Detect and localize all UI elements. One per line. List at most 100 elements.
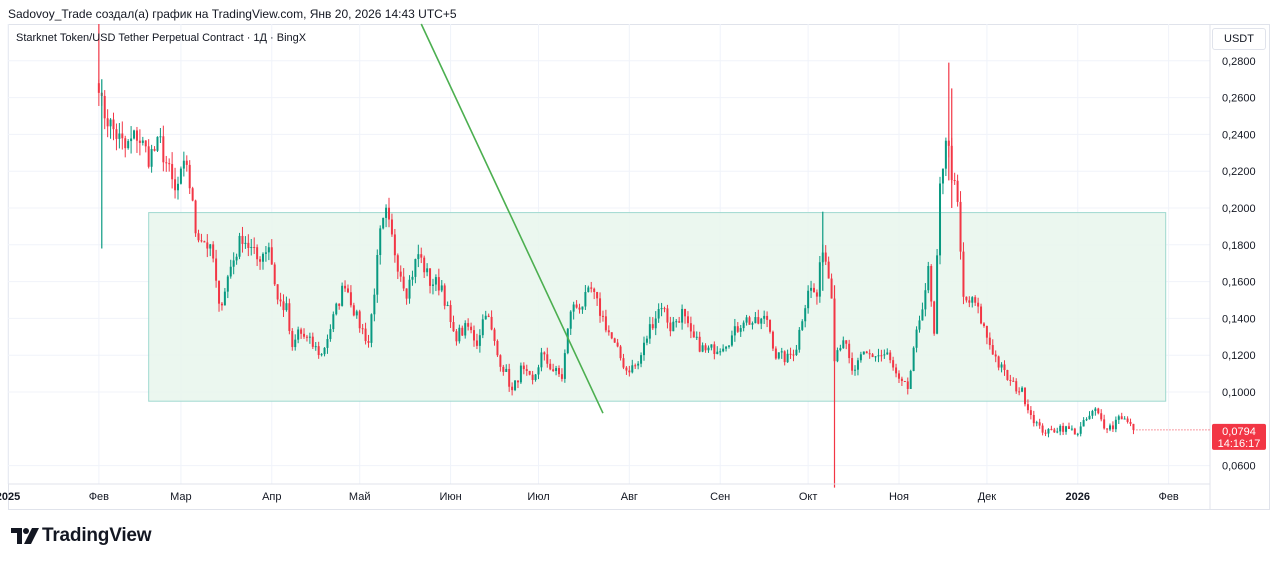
candle-body xyxy=(446,305,449,307)
candle-body xyxy=(156,136,159,151)
candle xyxy=(575,300,578,309)
candle-body xyxy=(918,320,921,330)
candle-body xyxy=(839,348,842,351)
candle-body xyxy=(431,284,434,286)
candle-body xyxy=(452,322,455,332)
candle-body xyxy=(1041,425,1044,433)
candle-body xyxy=(168,163,171,165)
candle-body xyxy=(109,119,112,127)
candle xyxy=(115,123,118,151)
currency-button[interactable]: USDT xyxy=(1212,28,1266,50)
candle xyxy=(144,140,147,153)
time-tick-label: Фев xyxy=(89,491,109,503)
candle xyxy=(783,350,786,366)
candle xyxy=(1021,386,1024,393)
candle xyxy=(977,297,980,314)
candle xyxy=(534,373,537,382)
candle-body xyxy=(376,255,379,295)
candle-body xyxy=(543,352,546,355)
candle xyxy=(581,306,584,314)
candle xyxy=(121,121,124,150)
candle xyxy=(153,146,156,152)
candle xyxy=(209,243,212,257)
candle xyxy=(516,380,519,389)
candle-body xyxy=(525,369,528,371)
candle-body xyxy=(695,336,698,338)
candle xyxy=(508,363,511,392)
candle xyxy=(601,310,604,322)
candle-body xyxy=(763,315,766,319)
candle xyxy=(502,364,505,376)
candle xyxy=(909,369,912,390)
candle xyxy=(572,301,575,320)
candle xyxy=(604,309,607,333)
candle-body xyxy=(827,261,830,279)
candle xyxy=(235,253,238,265)
candle xyxy=(710,344,713,351)
candle xyxy=(1032,410,1035,427)
candle xyxy=(373,288,376,322)
candle xyxy=(558,365,561,377)
candle xyxy=(812,283,815,293)
candle xyxy=(311,332,314,350)
candle xyxy=(906,377,909,395)
candle xyxy=(1082,417,1085,427)
candle xyxy=(634,363,637,369)
tradingview-brand[interactable]: TradingView xyxy=(10,525,152,547)
candle-body xyxy=(733,326,736,336)
candle-body xyxy=(745,317,748,323)
candle-body xyxy=(253,247,256,249)
symbol-title[interactable]: Starknet Token/USD Tether Perpetual Cont… xyxy=(16,32,307,44)
candle-body xyxy=(707,347,710,351)
candle-body xyxy=(915,329,918,348)
candle-body xyxy=(496,340,499,356)
candle xyxy=(188,160,191,194)
candle xyxy=(320,353,323,357)
downtrend-line[interactable] xyxy=(420,23,604,414)
candle-body xyxy=(1015,381,1018,392)
candle-body xyxy=(848,343,851,359)
candle xyxy=(185,155,188,172)
candle-body xyxy=(346,288,349,293)
candle xyxy=(1059,424,1062,436)
candle xyxy=(179,166,182,185)
candle-body xyxy=(288,303,291,331)
time-tick-label: Мар xyxy=(170,491,192,503)
candle xyxy=(1111,421,1114,432)
candle xyxy=(135,126,138,153)
candle xyxy=(856,357,859,376)
trendline-layer xyxy=(420,23,604,414)
candle xyxy=(344,280,347,292)
candle xyxy=(924,283,927,317)
candle-body xyxy=(426,268,429,273)
candle xyxy=(701,342,704,353)
consolidation-range-box[interactable] xyxy=(148,212,1167,402)
candle xyxy=(563,349,566,383)
candle xyxy=(994,350,997,363)
candle-body xyxy=(244,242,247,244)
candle-body xyxy=(921,309,924,321)
candle-body xyxy=(1067,426,1070,429)
candle-body xyxy=(851,358,854,371)
candle xyxy=(270,239,273,265)
candle-body xyxy=(807,290,810,309)
candle xyxy=(493,327,496,346)
candle-body xyxy=(443,285,446,306)
candle xyxy=(423,255,426,278)
candle-body xyxy=(654,318,657,329)
candle-body xyxy=(590,287,593,289)
candle xyxy=(297,326,300,344)
candle xyxy=(877,348,880,363)
candle-body xyxy=(868,353,871,355)
candle-body xyxy=(657,309,660,319)
candle xyxy=(780,347,783,359)
candle xyxy=(789,347,792,359)
candle xyxy=(971,296,974,308)
candle xyxy=(619,344,622,361)
candle-body xyxy=(645,338,648,343)
candle-body xyxy=(323,347,326,355)
candle-body xyxy=(604,316,607,331)
candle-body xyxy=(669,322,672,332)
candle-body xyxy=(810,287,813,291)
